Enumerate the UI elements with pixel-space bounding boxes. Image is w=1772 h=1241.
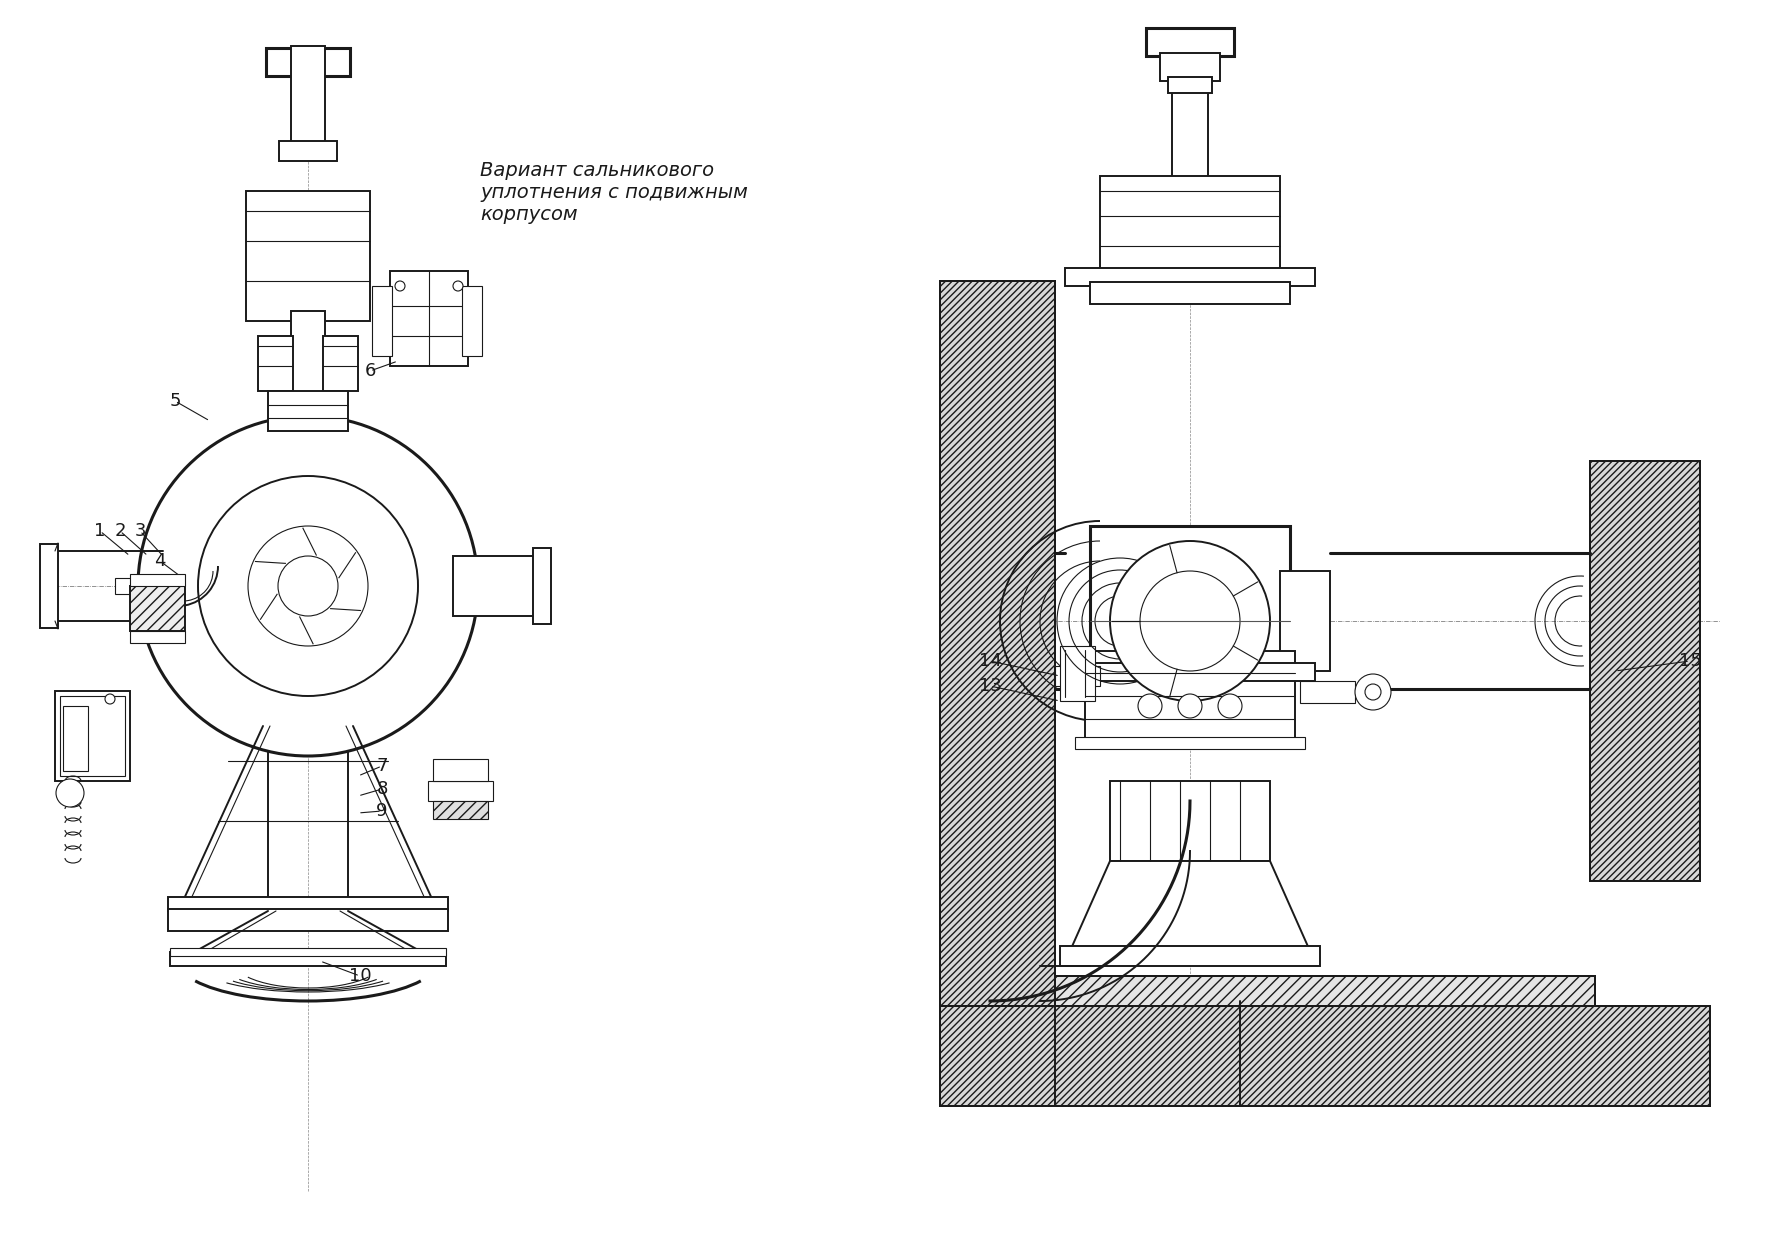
Circle shape [1138,694,1162,719]
Bar [390,271,468,366]
Bar [129,575,184,586]
Bar [1090,282,1290,304]
Bar [1589,460,1699,881]
Circle shape [1178,694,1201,719]
Bar [41,544,58,628]
Polygon shape [1070,861,1310,951]
Bar [1279,571,1331,671]
Circle shape [278,556,338,616]
Bar [429,781,493,800]
Bar [939,1006,1710,1106]
Bar [60,696,126,776]
Bar [1171,46,1209,181]
Bar [129,630,184,643]
Bar [1054,666,1100,686]
Bar [533,549,551,624]
Bar [168,897,448,911]
Bar [462,285,482,356]
Bar [432,759,487,781]
Bar [1060,946,1320,965]
Bar [266,48,351,76]
Circle shape [105,694,115,704]
Text: 1: 1 [94,522,106,540]
Bar [1054,975,1595,1006]
Text: 6: 6 [365,362,376,380]
Bar [268,391,347,431]
Bar [259,336,292,391]
Bar [1168,77,1212,93]
Text: 13: 13 [978,678,1001,695]
Bar [129,586,184,630]
Text: 8: 8 [376,781,388,798]
Circle shape [1109,541,1271,701]
Circle shape [395,280,406,290]
Text: 14: 14 [978,652,1001,670]
Bar [1084,652,1295,741]
Bar [55,691,129,781]
Bar [115,578,144,594]
Text: 9: 9 [376,802,388,820]
Text: Вариант сальникового
уплотнения с подвижным
корпусом: Вариант сальникового уплотнения с подвиж… [480,161,748,223]
Circle shape [454,280,462,290]
Bar [1589,460,1699,881]
Circle shape [138,416,478,756]
Circle shape [1217,694,1242,719]
Circle shape [248,526,369,647]
Bar [432,800,487,819]
Bar [939,280,1054,1106]
Text: 2: 2 [113,522,126,540]
Bar [278,141,337,161]
Bar [1076,737,1304,750]
Bar [454,556,542,616]
Circle shape [57,779,83,807]
Text: 5: 5 [170,392,181,410]
Circle shape [1364,684,1380,700]
Bar [170,952,447,965]
Bar [291,311,324,401]
Bar [1060,647,1095,701]
Bar [246,191,370,321]
Bar [1065,663,1315,681]
Bar [168,908,448,931]
Text: 10: 10 [349,967,372,985]
Bar [323,336,358,391]
Bar [1100,176,1279,276]
Bar [939,1006,1710,1106]
Bar [1301,681,1356,702]
Bar [1109,781,1271,861]
Text: 3: 3 [135,522,145,540]
Bar [64,706,89,771]
Bar [1090,526,1290,716]
Bar [939,280,1054,1106]
Text: 15: 15 [1678,652,1701,670]
Bar [1146,29,1233,56]
Circle shape [1139,571,1240,671]
Bar [1161,53,1219,81]
Circle shape [198,477,418,696]
Circle shape [1356,674,1391,710]
Bar [1065,268,1315,285]
Bar [1054,975,1595,1006]
Text: 7: 7 [376,757,388,774]
Bar [170,948,447,956]
Bar [372,285,392,356]
Bar [291,46,324,151]
Text: 4: 4 [154,552,167,570]
